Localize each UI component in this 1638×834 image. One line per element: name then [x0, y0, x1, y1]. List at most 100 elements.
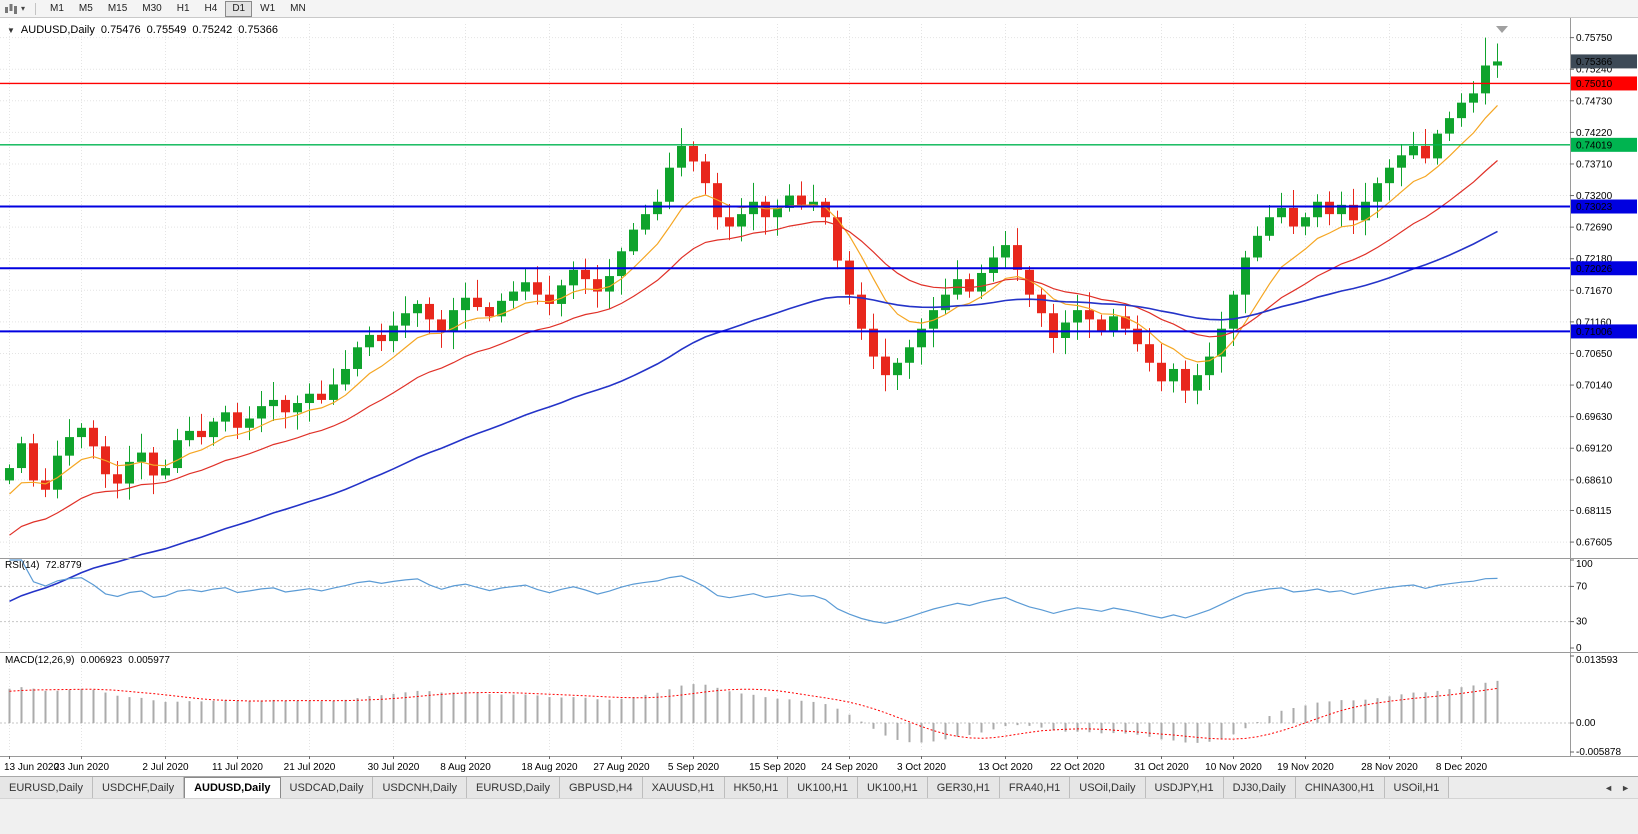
candle-body	[137, 452, 146, 462]
candle-body	[1397, 155, 1406, 168]
price-axis-label: 0.68610	[1576, 475, 1613, 486]
chart-tab-xauusd-h1[interactable]: XAUUSD,H1	[642, 777, 725, 798]
candle-body	[977, 272, 986, 292]
level-price-badge: 0.72026	[1571, 261, 1637, 276]
candle-body	[449, 310, 458, 332]
candle-body	[653, 201, 662, 215]
chart-type-dropdown-caret-icon[interactable]: ▾	[21, 4, 26, 13]
collapse-triangle-icon[interactable]: ▼	[7, 25, 15, 35]
timeframe-button-d1[interactable]: D1	[225, 0, 253, 17]
chart-tab-usoil-h1[interactable]: USOil,H1	[1384, 777, 1450, 798]
rsi-value: 72.8779	[45, 560, 82, 571]
candle-body	[593, 279, 602, 292]
candle-body	[281, 399, 290, 413]
macd-axis-label: 0.00	[1576, 718, 1596, 729]
timeframe-button-w1[interactable]: W1	[260, 2, 276, 14]
candle-body	[473, 297, 482, 308]
date-axis-label: 8 Aug 2020	[440, 762, 491, 773]
date-axis-label: 13 Jun 2020	[4, 762, 59, 773]
candle-body	[245, 418, 254, 428]
candle-body	[65, 437, 74, 456]
chart-tab-dj30-daily[interactable]: DJ30,Daily	[1223, 777, 1296, 798]
candle-body	[209, 421, 218, 438]
candle-body	[509, 291, 518, 301]
candle-body	[773, 207, 782, 218]
macd-histogram	[8, 680, 1499, 743]
chart-tab-gbpusd-h4[interactable]: GBPUSD,H4	[560, 777, 643, 798]
date-axis-label: 2 Jul 2020	[142, 762, 189, 773]
macd-axis-label: -0.005878	[1576, 747, 1621, 758]
chart-tab-usoil-daily[interactable]: USOil,Daily	[1070, 777, 1146, 798]
timeframe-button-m30[interactable]: M30	[142, 2, 162, 14]
macd-name: MACD(12,26,9)	[5, 655, 75, 666]
timeframe-button-m15[interactable]: M15	[107, 2, 128, 14]
timeframe-button-h4[interactable]: H4	[204, 2, 218, 14]
candle-body	[377, 334, 386, 342]
candle-body	[413, 303, 422, 314]
price-axis: 0.75750 0.75240 0.74730 0.74220 0.73710 0.732…	[1570, 33, 1613, 549]
candle-body	[521, 282, 530, 292]
timeframe-button-mn[interactable]: MN	[290, 2, 306, 14]
date-axis-label: 5 Sep 2020	[668, 762, 720, 773]
candle-body	[797, 195, 806, 205]
candle-body	[617, 251, 626, 277]
candle-body	[1049, 313, 1058, 338]
candle-body	[5, 468, 14, 481]
chart-tab-ger30-h1[interactable]: GER30,H1	[927, 777, 1000, 798]
chart-tab-usdcnh-daily[interactable]: USDCNH,Daily	[373, 777, 468, 798]
timeframe-button-h1[interactable]: H1	[176, 2, 190, 14]
rsi-name: RSI(14)	[5, 560, 40, 571]
ohlc-open-value: 0.75476	[100, 24, 141, 36]
candle-body	[1301, 217, 1310, 227]
chart-tab-hk50-h1[interactable]: HK50,H1	[724, 777, 789, 798]
chart-tab-usdjpy-h1[interactable]: USDJPY,H1	[1145, 777, 1224, 798]
chart-tab-fra40-h1[interactable]: FRA40,H1	[999, 777, 1071, 798]
candle-body	[821, 201, 830, 218]
tab-scroll-right-button[interactable]: ►	[1621, 782, 1630, 793]
candle-body	[1457, 102, 1466, 119]
candle-body	[1097, 319, 1106, 332]
chart-tab-eurusd-daily[interactable]: EURUSD,Daily	[467, 777, 560, 798]
candle-body	[689, 146, 698, 162]
candle-body	[185, 430, 194, 441]
price-axis-label: 0.74730	[1576, 96, 1613, 107]
candle-body	[1073, 310, 1082, 323]
date-axis-label: 18 Aug 2020	[521, 762, 578, 773]
svg-text:0.75366: 0.75366	[1576, 57, 1613, 68]
chart-type-icon[interactable]	[4, 3, 18, 15]
chart-tab-usdchf-daily[interactable]: USDCHF,Daily	[92, 777, 185, 798]
date-axis-label: 15 Sep 2020	[749, 762, 806, 773]
candle-body	[1061, 322, 1070, 338]
ohlc-high-value: 0.75549	[146, 24, 187, 36]
tab-scroll-left-button[interactable]: ◄	[1604, 782, 1614, 793]
date-axis-label: 28 Nov 2020	[1361, 762, 1418, 773]
candle-body	[365, 334, 374, 348]
level-price-badge: 0.74019	[1571, 137, 1637, 152]
candle-body	[1145, 344, 1154, 363]
chart-tab-uk100-h1[interactable]: UK100,H1	[788, 777, 858, 798]
candle-body	[737, 214, 746, 227]
candle-body	[941, 294, 950, 311]
macd-axis-label: 0.013593	[1576, 655, 1618, 666]
chart-tab-china300-h1[interactable]: CHINA300,H1	[1295, 777, 1385, 798]
candle-body	[749, 201, 758, 215]
chart-tab-usdcad-daily[interactable]: USDCAD,Daily	[280, 777, 374, 798]
candle-body	[1217, 328, 1226, 357]
rsi-indicator-label: RSI(14) 72.8779	[5, 560, 82, 571]
chart-symbol-label: AUDUSD,Daily	[20, 24, 95, 36]
date-axis-label: 10 Nov 2020	[1205, 762, 1262, 773]
timeframe-button-m1[interactable]: M1	[50, 2, 64, 14]
candle-body	[497, 300, 506, 317]
chart-tab-audusd-daily[interactable]: AUDUSD,Daily	[184, 777, 281, 798]
chart-canvas[interactable]: 0.75750 0.75240 0.74730 0.74220 0.73710 0.732…	[0, 18, 1638, 776]
price-axis-label: 0.71670	[1576, 286, 1613, 297]
candle-body	[1121, 316, 1130, 329]
timeframe-button-m5[interactable]: M5	[78, 2, 93, 14]
candle-body	[1265, 217, 1274, 236]
candle-body	[41, 480, 50, 490]
chart-tab-uk100-h1[interactable]: UK100,H1	[857, 777, 928, 798]
tab-scroll-arrows: ◄ ►	[1596, 777, 1638, 798]
candle-body	[1337, 204, 1346, 215]
chart-tab-eurusd-daily[interactable]: EURUSD,Daily	[0, 777, 93, 798]
svg-text:0.71006: 0.71006	[1576, 327, 1613, 338]
